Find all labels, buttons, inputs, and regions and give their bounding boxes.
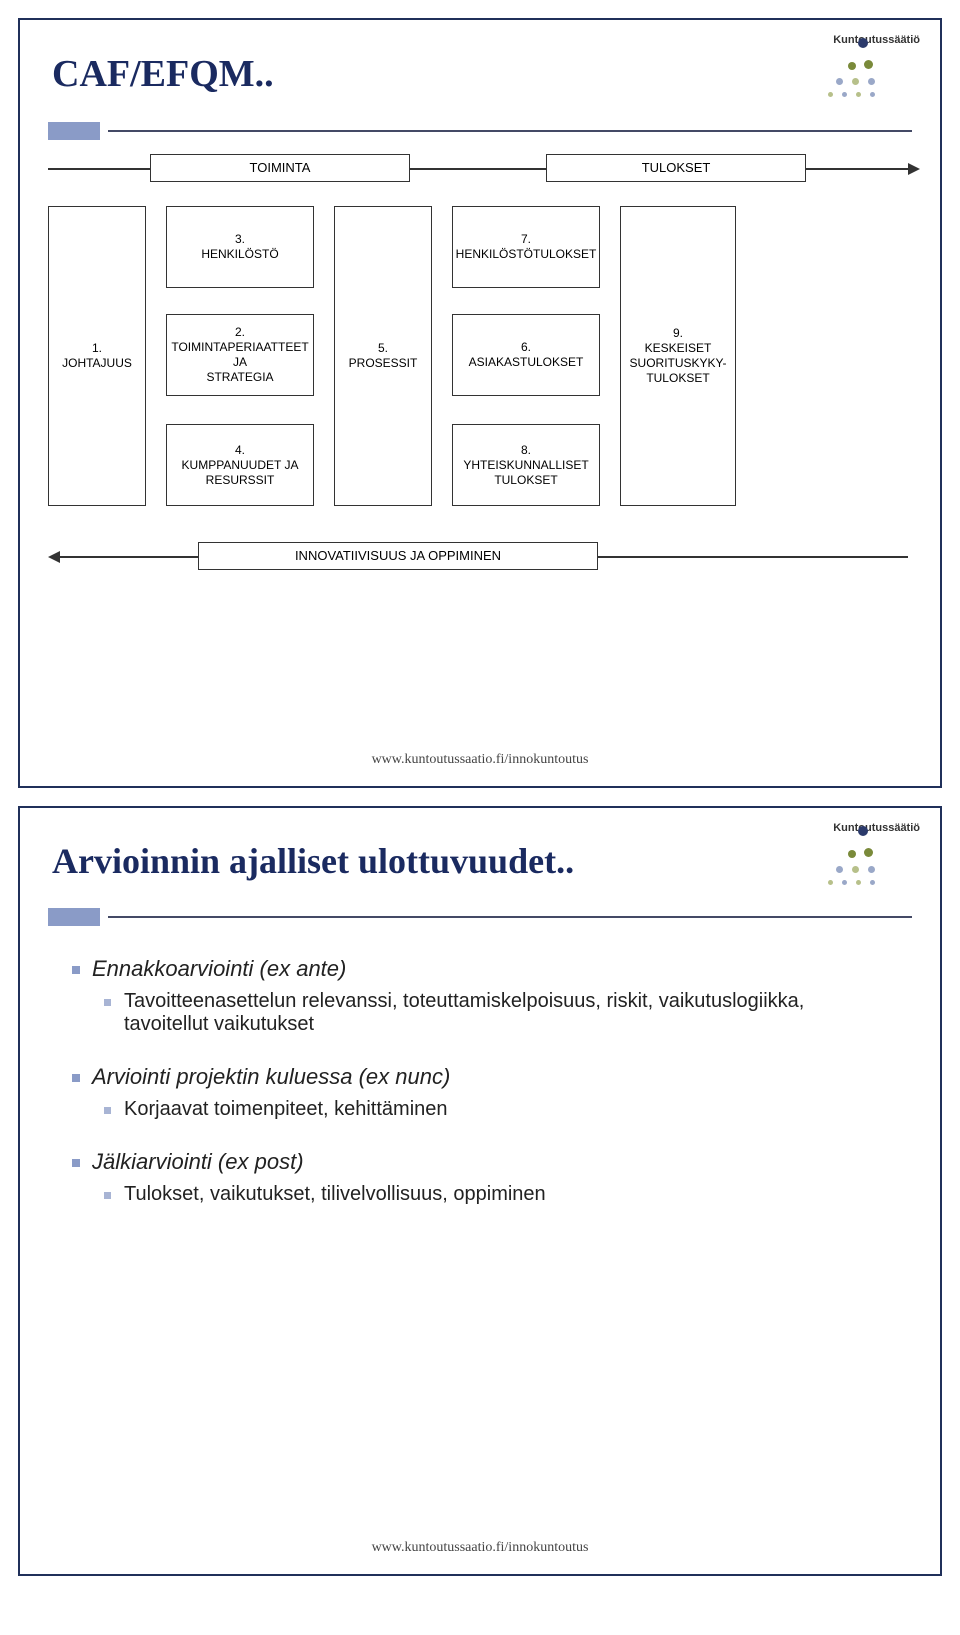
diagram-box-5: 5. PROSESSIT [334,206,432,506]
arrow-right-icon [908,163,920,175]
diagram-box-text: 2. TOIMINTAPERIAATTEET JA STRATEGIA [171,325,308,385]
diagram-box-text: 5. PROSESSIT [349,341,418,371]
diagram-box-3: 3. HENKILÖSTÖ [166,206,314,288]
logo-dot-icon [852,866,859,873]
diagram-box-text: 7. HENKILÖSTÖTULOKSET [456,232,597,262]
logo-dot-icon [870,92,875,97]
slide-arvioinnin: Kuntoutussäätiö Arvioinnin ajalliset ulo… [18,806,942,1576]
title-rule [48,908,912,926]
bullet-lv1: Ennakkoarviointi (ex ante) [66,956,894,982]
logo-dot-icon [868,78,875,85]
logo-dot-icon [848,62,856,70]
bullet-lv1: Jälkiarviointi (ex post) [66,1149,894,1175]
logo-dot-icon [852,78,859,85]
diagram-box-text: 1. JOHTAJUUS [62,341,132,371]
footer-url: www.kuntoutussaatio.fi/innokuntoutus [20,752,940,768]
logo-dot-icon [864,848,873,857]
logo-dot-icon [870,880,875,885]
slide-body: Ennakkoarviointi (ex ante) Tavoitteenase… [48,940,912,1206]
logo-dot-icon [858,826,868,836]
logo-dot-icon [836,78,843,85]
diagram-footer-box: INNOVATIIVISUUS JA OPPIMINEN [198,542,598,570]
logo-dot-icon [858,38,868,48]
diagram-box-1: 1. JOHTAJUUS [48,206,146,506]
bullet-group-2: Arviointi projektin kuluessa (ex nunc) K… [66,1064,894,1121]
divider-line [108,916,912,918]
arrow-left-icon [48,551,60,563]
diagram-box-9: 9. KESKEISET SUORITUSKYKY- TULOKSET [620,206,736,506]
accent-block [48,908,100,926]
bullet-group-3: Jälkiarviointi (ex post) Tulokset, vaiku… [66,1149,894,1206]
diagram-box-text: 8. YHTEISKUNNALLISET TULOKSET [463,443,588,488]
footer-url: www.kuntoutussaatio.fi/innokuntoutus [20,1540,940,1556]
bullet-lv2: Korjaavat toimenpiteet, kehittäminen [100,1098,894,1121]
diagram-box-7: 7. HENKILÖSTÖTULOKSET [452,206,600,288]
diagram-box-text: 4. KUMPPANUUDET JA RESURSSIT [182,443,299,488]
logo-dot-icon [856,880,861,885]
diagram-box-text: 9. KESKEISET SUORITUSKYKY- TULOKSET [630,326,727,386]
logo-dot-icon [828,92,833,97]
logo-dot-icon [828,880,833,885]
title-rule [48,122,912,140]
brand-logo: Kuntoutussäätiö [770,34,920,104]
logo-dot-icon [856,92,861,97]
bullet-lv2: Tavoitteenasettelun relevanssi, toteutta… [100,990,894,1036]
brand-text: Kuntoutussäätiö [833,34,920,46]
diagram-box-6: 6. ASIAKASTULOKSET [452,314,600,396]
bullet-group-1: Ennakkoarviointi (ex ante) Tavoitteenase… [66,956,894,1036]
diagram-box-2: 2. TOIMINTAPERIAATTEET JA STRATEGIA [166,314,314,396]
slide-caf-efqm: Kuntoutussäätiö CAF/EFQM.. TOIMINTA TULO… [18,18,942,788]
diagram-header-right: TULOKSET [546,154,806,182]
logo-dot-icon [864,60,873,69]
bullet-lv2: Tulokset, vaikutukset, tilivelvollisuus,… [100,1183,894,1206]
efqm-diagram: TOIMINTA TULOKSET 1. JOHTAJUUS 3. HENKIL… [48,154,912,594]
divider-line [108,130,912,132]
logo-dot-icon [836,866,843,873]
diagram-box-text: 3. HENKILÖSTÖ [201,232,278,262]
logo-dot-icon [868,866,875,873]
bullet-lv1: Arviointi projektin kuluessa (ex nunc) [66,1064,894,1090]
diagram-box-8: 8. YHTEISKUNNALLISET TULOKSET [452,424,600,506]
diagram-header-left: TOIMINTA [150,154,410,182]
accent-block [48,122,100,140]
logo-dot-icon [848,850,856,858]
logo-dot-icon [842,92,847,97]
logo-dot-icon [842,880,847,885]
diagram-box-4: 4. KUMPPANUUDET JA RESURSSIT [166,424,314,506]
diagram-box-text: 6. ASIAKASTULOKSET [469,340,584,370]
brand-logo: Kuntoutussäätiö [770,822,920,892]
brand-text: Kuntoutussäätiö [833,822,920,834]
